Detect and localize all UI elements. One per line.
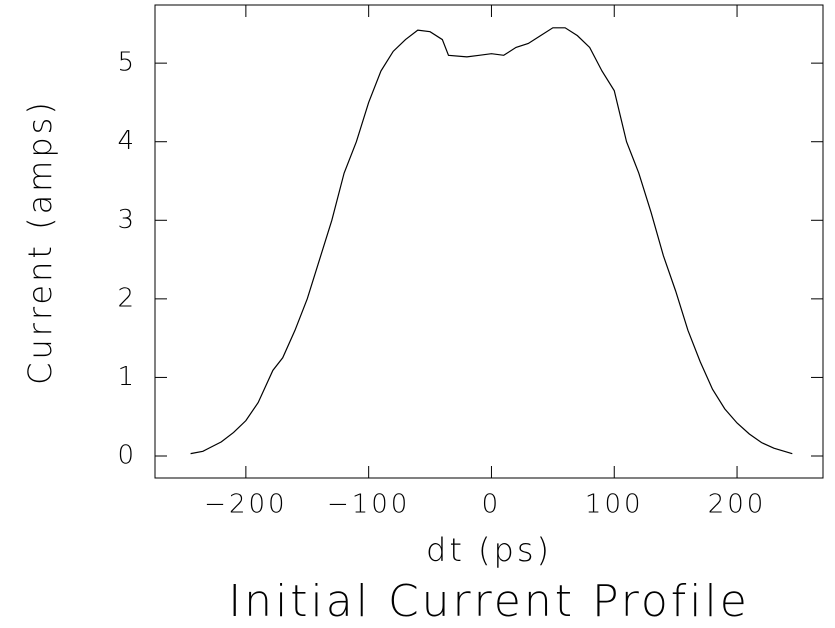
x-tick-label: −100 [327,490,410,520]
x-tick-label: 200 [708,490,767,520]
plot-frame [154,4,824,479]
y-tick-label: 4 [117,126,137,156]
x-tick-label: 0 [482,490,502,520]
y-tick-label: 2 [117,283,137,313]
data-line [190,27,793,455]
chart-title: Initial Current Profile [228,576,750,627]
x-tick-label: −200 [204,490,287,520]
y-tick-label: 0 [117,441,137,471]
x-axis-label: dt (ps) [426,531,552,569]
y-tick-label: 1 [117,362,137,392]
x-tick-label: 100 [585,490,644,520]
y-tick-label: 3 [117,205,137,235]
y-tick-label: 5 [117,48,137,78]
y-axis-label: Current (amps) [21,99,59,385]
